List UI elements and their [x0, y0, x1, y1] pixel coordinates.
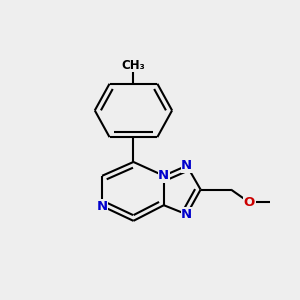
Text: N: N — [97, 200, 108, 213]
Text: O: O — [244, 196, 255, 209]
Text: CH₃: CH₃ — [122, 59, 145, 72]
Text: N: N — [181, 208, 192, 221]
Text: N: N — [158, 169, 169, 182]
Text: N: N — [181, 159, 192, 172]
